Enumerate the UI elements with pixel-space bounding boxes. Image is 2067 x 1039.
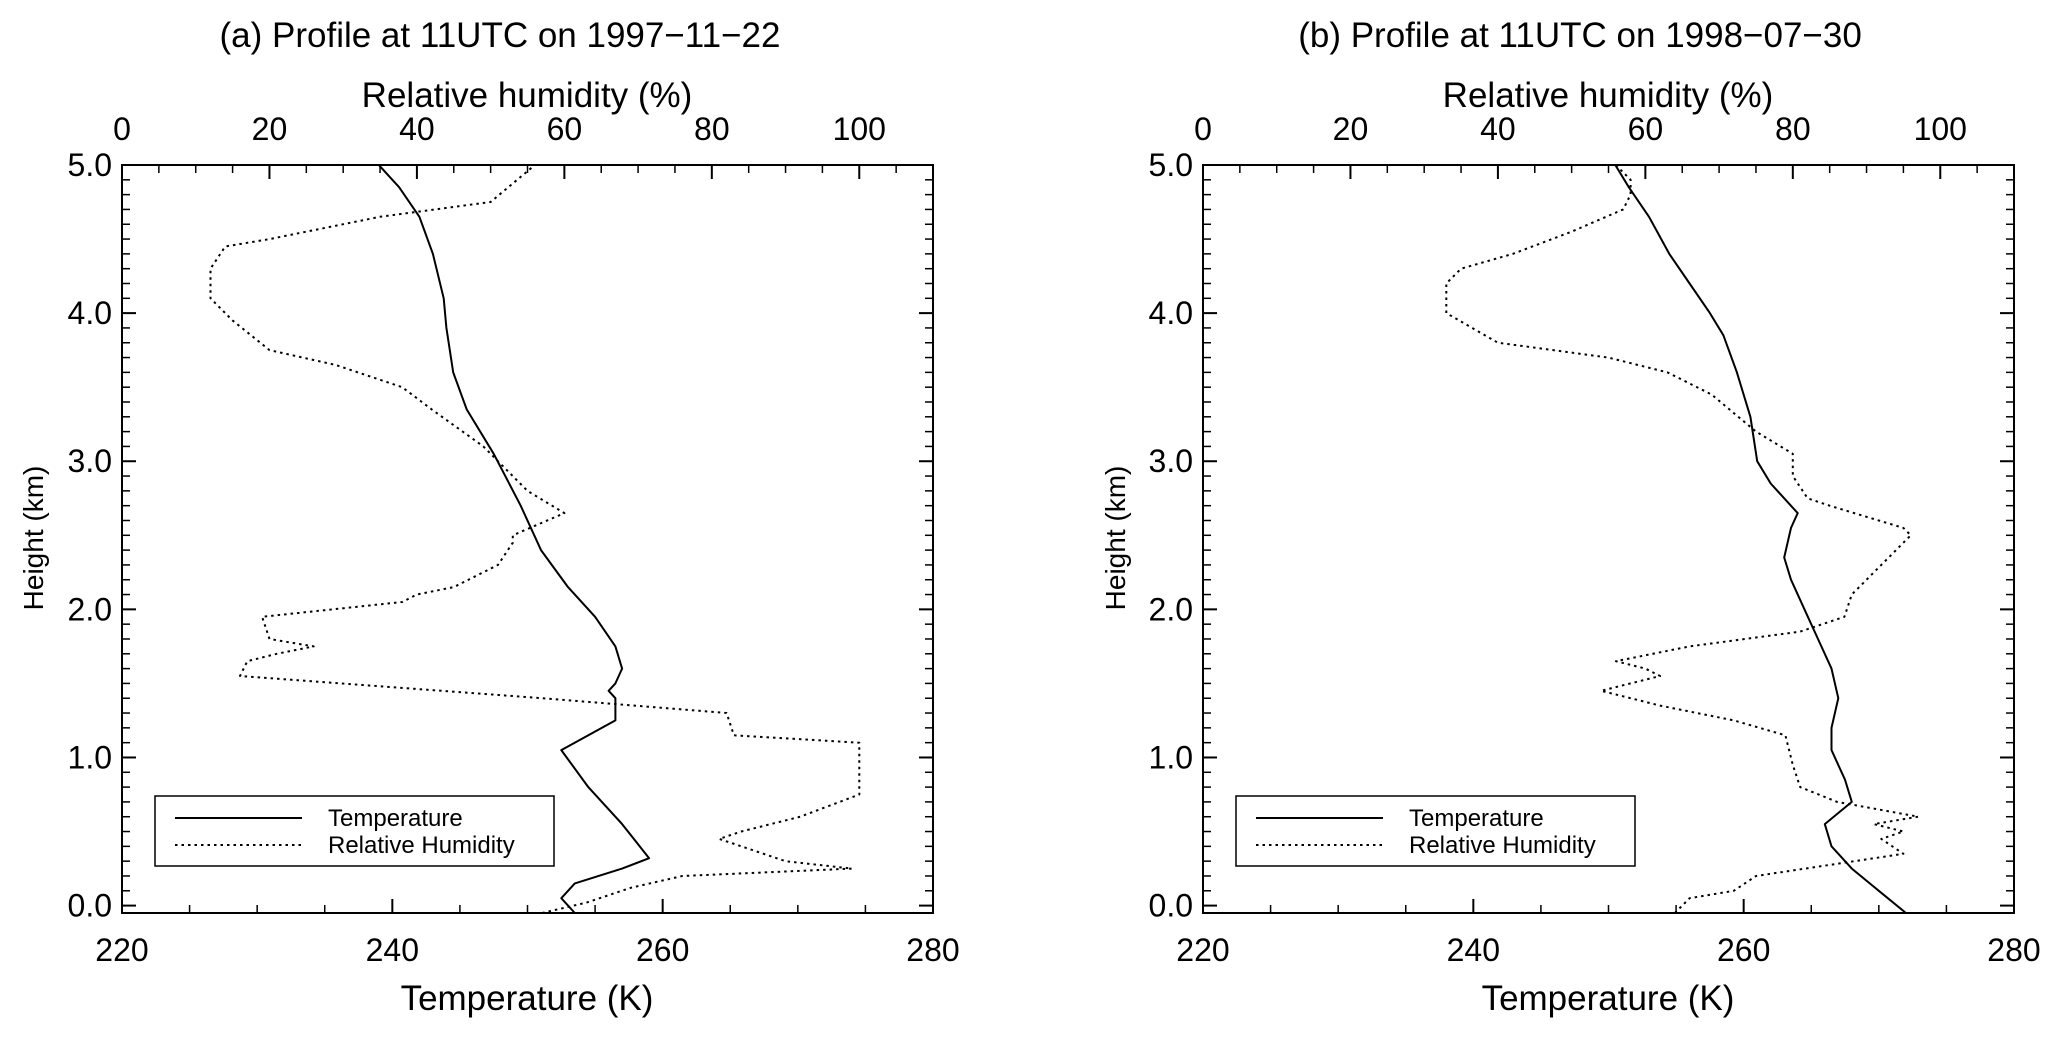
legend-box (1235, 795, 1636, 867)
x2-tick-label: 0 (113, 111, 131, 147)
top-axis-title: Relative humidity (%) (1443, 76, 1774, 115)
y-axis-title: Height (km) (1100, 466, 1131, 611)
legend-label: Relative Humidity (328, 832, 515, 859)
y-tick-label: 5.0 (1149, 147, 1193, 183)
legend-label: Temperature (328, 805, 463, 832)
x-tick-label: 220 (95, 932, 148, 968)
y-tick-label: 4.0 (1149, 295, 1193, 331)
y-tick-label: 2.0 (1149, 591, 1193, 627)
temperature-series-line (1614, 164, 1907, 914)
x2-tick-label: 0 (1194, 111, 1212, 147)
temperature-series-line (378, 164, 651, 914)
panel-a: (a) Profile at 11UTC on 1997−11−22 Relat… (18, 16, 960, 1018)
x-tick-label: 280 (1987, 932, 2040, 968)
y-tick-label: 5.0 (68, 147, 112, 183)
legend-label: Relative Humidity (1409, 832, 1596, 859)
top-axis-title: Relative humidity (%) (362, 76, 693, 115)
x2-tick-label: 40 (1480, 111, 1516, 147)
y-tick-label: 4.0 (68, 295, 112, 331)
x2-tick-label: 60 (1628, 111, 1664, 147)
chart-title: (b) Profile at 11UTC on 1998−07−30 (1298, 16, 1862, 55)
x2-tick-label: 100 (1914, 111, 1967, 147)
y-axis-title: Height (km) (18, 466, 49, 611)
x2-tick-label: 40 (399, 111, 435, 147)
x-tick-label: 240 (1447, 932, 1500, 968)
chart-title: (a) Profile at 11UTC on 1997−11−22 (220, 16, 781, 55)
x2-tick-label: 20 (252, 111, 288, 147)
y-tick-label: 1.0 (68, 739, 112, 775)
bottom-axis-title: Temperature (K) (1482, 979, 1735, 1018)
humidity-series-line (209, 164, 861, 914)
x-tick-label: 220 (1176, 932, 1229, 968)
y-tick-label: 3.0 (1149, 443, 1193, 479)
x-tick-label: 260 (636, 932, 689, 968)
y-tick-label: 0.0 (1149, 888, 1193, 924)
x2-tick-label: 20 (1333, 111, 1369, 147)
bottom-axis-title: Temperature (K) (401, 979, 654, 1018)
x2-tick-label: 60 (547, 111, 583, 147)
y-tick-label: 0.0 (68, 888, 112, 924)
x2-tick-label: 80 (694, 111, 730, 147)
x-tick-label: 260 (1717, 932, 1770, 968)
legend-label: Temperature (1409, 805, 1544, 832)
y-tick-label: 2.0 (68, 591, 112, 627)
x-tick-label: 240 (366, 932, 419, 968)
y-tick-label: 3.0 (68, 443, 112, 479)
x2-tick-label: 100 (833, 111, 886, 147)
panel-b: (b) Profile at 11UTC on 1998−07−30 Relat… (1100, 16, 2041, 1018)
legend-box (154, 795, 555, 867)
x2-tick-label: 80 (1775, 111, 1811, 147)
y-tick-label: 1.0 (1149, 739, 1193, 775)
x-tick-label: 280 (906, 932, 959, 968)
